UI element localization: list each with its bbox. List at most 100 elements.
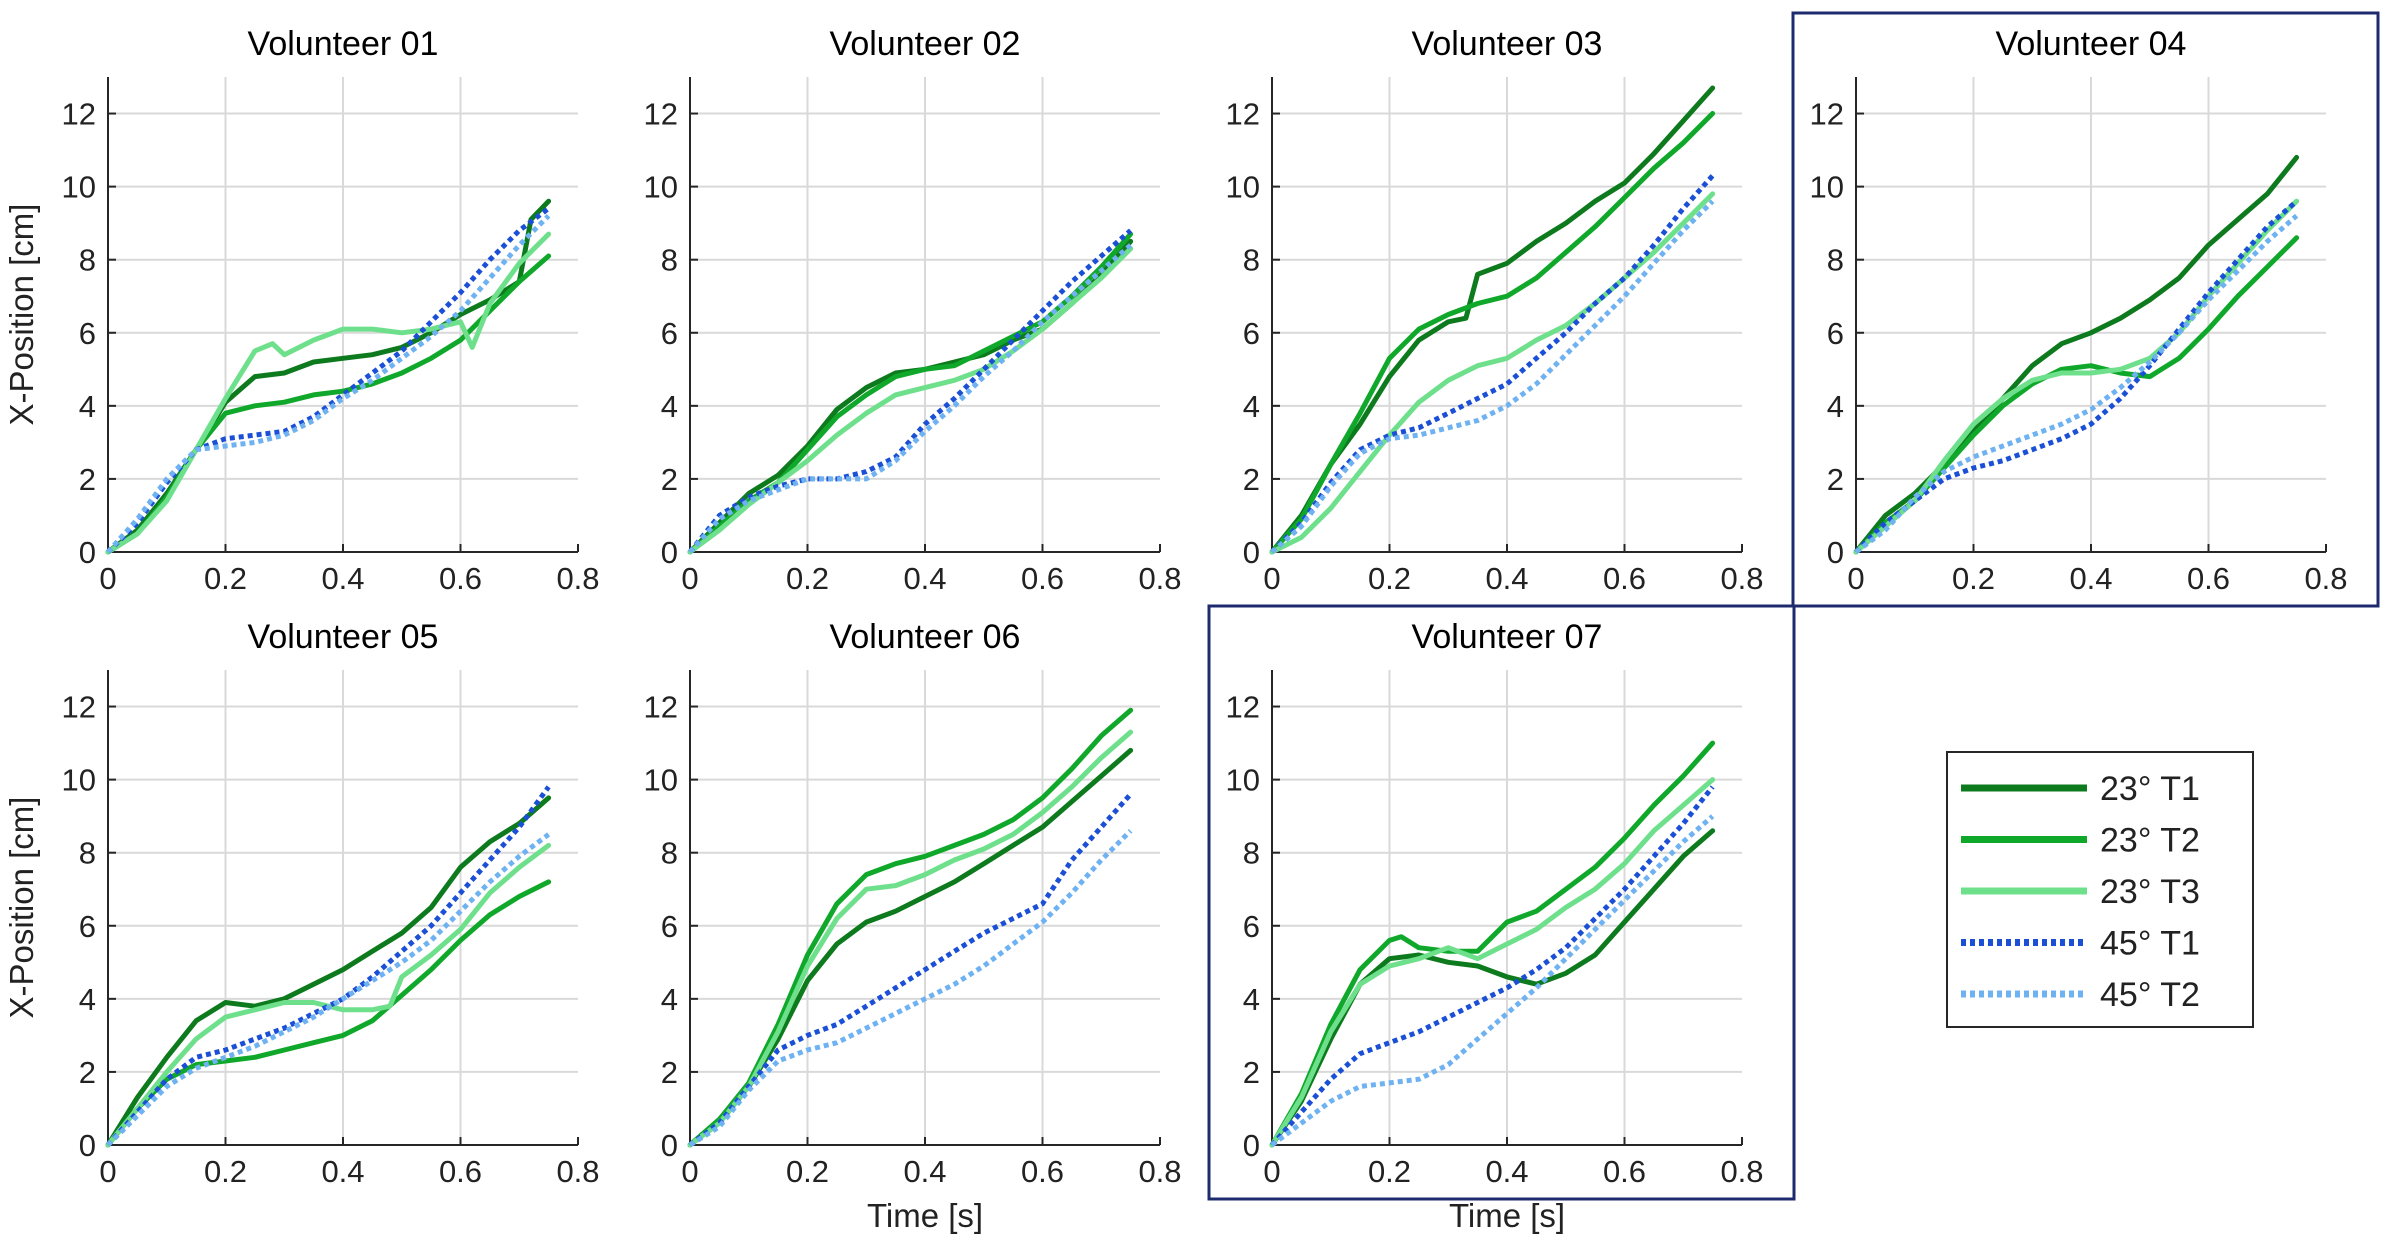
x-tick-label: 0.2 — [204, 1154, 247, 1189]
y-tick-label: 0 — [79, 535, 96, 570]
panel-title: Volunteer 05 — [248, 618, 439, 656]
y-tick-label: 4 — [661, 389, 678, 424]
legend-label: 23° T1 — [2100, 770, 2200, 808]
y-tick-label: 6 — [79, 909, 96, 944]
x-tick-label: 0.6 — [439, 1154, 482, 1189]
y-tick-label: 4 — [79, 982, 96, 1017]
series-line-45-T2 — [106, 832, 551, 1147]
x-tick-label: 0.2 — [786, 1154, 829, 1189]
series-line-45-T2 — [1270, 814, 1715, 1148]
series-line-23-T1 — [687, 238, 1134, 555]
panel-title: Volunteer 04 — [1996, 25, 2187, 63]
y-tick-label: 4 — [79, 389, 96, 424]
y-tick-label: 4 — [661, 982, 678, 1017]
x-tick-label: 0.8 — [556, 1154, 599, 1189]
legend-label: 23° T3 — [2100, 873, 2200, 911]
series-line-23-T3 — [687, 729, 1134, 1148]
x-tick-label: 0.6 — [1603, 561, 1646, 596]
series-line-23-T1 — [105, 795, 552, 1148]
x-tick-label: 0.2 — [1368, 1154, 1411, 1189]
chart-panel-4: 0 0.2 0.4 0.6 0.8 0 2 4 6 8 10 12 Volunteer 04 — [1791, 11, 2380, 608]
y-tick-label: 8 — [1243, 836, 1260, 871]
series-line-23-T2 — [1853, 235, 2300, 555]
y-tick-label: 8 — [661, 243, 678, 278]
x-tick-label: 0.8 — [1138, 561, 1181, 596]
series-line-23-T1 — [1269, 85, 1716, 555]
y-tick-label: 2 — [79, 1055, 96, 1090]
y-tick-label: 8 — [661, 836, 678, 871]
y-tick-label: 10 — [62, 170, 96, 205]
x-tick-label: 0 — [99, 561, 116, 596]
x-tick-label: 0.6 — [1021, 1154, 1064, 1189]
chart-panel-3: 0 0.2 0.4 0.6 0.8 0 2 4 6 8 10 12 Volunteer 03 — [1226, 25, 1764, 596]
series-line-45-T2 — [688, 243, 1133, 554]
series-line-45-T1 — [688, 228, 1133, 554]
x-tick-label: 0.4 — [321, 1154, 364, 1189]
y-axis-label: X-Position [cm] — [3, 204, 40, 426]
y-tick-label: 0 — [1827, 535, 1844, 570]
series-line-45-T2 — [688, 829, 1133, 1148]
x-tick-label: 0.6 — [1603, 1154, 1646, 1189]
y-tick-label: 6 — [79, 316, 96, 351]
x-tick-label: 0 — [681, 1154, 698, 1189]
series-line-45-T2 — [106, 214, 551, 554]
y-tick-label: 10 — [62, 763, 96, 798]
y-tick-label: 6 — [661, 909, 678, 944]
x-tick-label: 0.2 — [786, 561, 829, 596]
x-tick-label: 0 — [99, 1154, 116, 1189]
series-line-23-T3 — [1269, 777, 1716, 1148]
x-tick-label: 0.8 — [1720, 561, 1763, 596]
y-tick-label: 2 — [661, 1055, 678, 1090]
chart-panel-1: 0 0.2 0.4 0.6 0.8 0 2 4 6 8 10 12 Volunteer 01 X-Posi… — [3, 25, 600, 596]
series-line-23-T1 — [687, 747, 1134, 1148]
y-tick-label: 12 — [644, 690, 678, 725]
x-tick-label: 0.2 — [1368, 561, 1411, 596]
series-line-23-T3 — [1853, 198, 2300, 555]
x-tick-label: 0 — [1263, 1154, 1280, 1189]
y-tick-label: 12 — [1226, 97, 1260, 132]
x-tick-label: 0.4 — [2069, 561, 2112, 596]
chart-panel-2: 0 0.2 0.4 0.6 0.8 0 2 4 6 8 10 12 Volunteer 02 — [644, 25, 1182, 596]
y-tick-label: 10 — [1226, 763, 1260, 798]
y-tick-label: 10 — [644, 763, 678, 798]
x-tick-label: 0.8 — [556, 561, 599, 596]
series-line-23-T2 — [1269, 740, 1716, 1148]
legend-label: 45° T1 — [2100, 925, 2200, 963]
y-tick-label: 2 — [79, 462, 96, 497]
series-line-23-T2 — [687, 707, 1134, 1148]
y-tick-label: 8 — [79, 836, 96, 871]
y-tick-label: 4 — [1827, 389, 1844, 424]
y-tick-label: 4 — [1243, 389, 1260, 424]
highlight-frame — [1791, 11, 2380, 608]
series-line-23-T3 — [687, 246, 1134, 555]
y-tick-label: 0 — [661, 1128, 678, 1163]
x-tick-label: 0 — [1263, 561, 1280, 596]
y-tick-label: 2 — [1243, 462, 1260, 497]
legend-label: 45° T2 — [2100, 976, 2200, 1014]
y-tick-label: 0 — [79, 1128, 96, 1163]
x-tick-label: 0.4 — [903, 561, 946, 596]
series-line-23-T3 — [105, 231, 552, 555]
y-tick-label: 2 — [1243, 1055, 1260, 1090]
x-tick-label: 0.8 — [1720, 1154, 1763, 1189]
x-tick-label: 0.6 — [439, 561, 482, 596]
x-axis-label: Time [s] — [1449, 1197, 1565, 1234]
chart-panel-6: 0 0.2 0.4 0.6 0.8 0 2 4 6 8 10 12 Volunteer 06 Time [… — [644, 618, 1182, 1234]
series-line-45-T1 — [1854, 199, 2299, 554]
series-line-45-T2 — [1854, 213, 2299, 555]
y-tick-label: 8 — [79, 243, 96, 278]
series-line-23-T1 — [105, 198, 552, 555]
y-tick-label: 0 — [1243, 1128, 1260, 1163]
x-axis-label: Time [s] — [867, 1197, 983, 1234]
legend: 23° T1 23° T2 23° T3 45° T1 45° T2 — [1946, 751, 2254, 1028]
series-line-23-T3 — [1269, 191, 1716, 555]
x-tick-label: 0.2 — [1952, 561, 1995, 596]
x-tick-label: 0.8 — [1138, 1154, 1181, 1189]
y-tick-label: 6 — [1243, 909, 1260, 944]
y-tick-label: 10 — [1810, 170, 1844, 205]
panel-title: Volunteer 03 — [1412, 25, 1603, 63]
chart-panel-7: 0 0.2 0.4 0.6 0.8 0 2 4 6 8 10 12 Volunteer 07 Time [… — [1207, 604, 1796, 1234]
series-line-45-T1 — [688, 792, 1133, 1148]
y-tick-label: 12 — [62, 690, 96, 725]
y-tick-label: 8 — [1243, 243, 1260, 278]
